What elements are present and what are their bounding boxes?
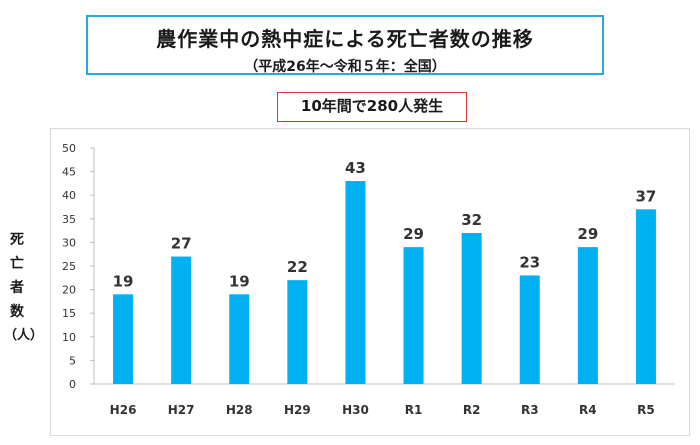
bar (403, 247, 424, 384)
bar (577, 247, 598, 384)
y-axis-label-char: 死 (10, 232, 24, 248)
y-axis-label-char: 亡 (10, 256, 24, 272)
x-tick-label: R5 (637, 403, 655, 417)
data-label: 43 (345, 159, 366, 177)
data-label: 29 (403, 225, 424, 243)
bar (519, 275, 540, 384)
bar (229, 294, 250, 384)
x-tick-label: R2 (463, 403, 481, 417)
y-tick-label: 30 (62, 236, 76, 249)
bar (171, 256, 192, 384)
y-axis-label-char: 者 (10, 280, 24, 296)
data-label: 19 (113, 272, 134, 290)
x-tick-label: H30 (342, 403, 369, 417)
data-label: 37 (636, 187, 657, 205)
bar (287, 280, 308, 384)
y-tick-label: 5 (69, 354, 76, 367)
x-tick-label: R4 (579, 403, 597, 417)
y-tick-label: 45 (62, 166, 76, 179)
y-tick-label: 10 (62, 331, 76, 344)
data-label: 29 (577, 225, 598, 243)
chart-subtitle: （平成26年～令和５年：全国） (244, 59, 446, 75)
data-label: 19 (229, 272, 250, 290)
chart-title-box: 農作業中の熱中症による死亡者数の推移 （平成26年～令和５年：全国） (86, 15, 604, 75)
y-tick-label: 35 (62, 213, 76, 226)
x-tick-label: R3 (521, 403, 539, 417)
y-tick-label: 15 (62, 307, 76, 320)
y-tick-label: 40 (62, 189, 76, 202)
chart-title: 農作業中の熱中症による死亡者数の推移 (156, 27, 534, 51)
y-tick-label: 25 (62, 260, 76, 273)
bar (113, 294, 134, 384)
y-tick-label: 0 (69, 378, 76, 391)
bar (635, 209, 656, 384)
x-tick-label: H27 (168, 403, 195, 417)
data-label: 27 (171, 235, 192, 253)
x-tick-label: H26 (110, 403, 137, 417)
data-label: 32 (461, 211, 482, 229)
data-label: 22 (287, 258, 308, 276)
bar (461, 232, 482, 384)
x-tick-label: R1 (405, 403, 423, 417)
summary-callout: 10年間で280人発生 (277, 92, 467, 122)
y-axis-label-char: 数 (10, 304, 24, 320)
y-tick-label: 50 (62, 142, 76, 155)
x-tick-label: H28 (226, 403, 253, 417)
y-tick-label: 20 (62, 284, 76, 297)
bar (345, 181, 366, 384)
x-tick-label: H29 (284, 403, 311, 417)
plot-frame (50, 128, 690, 436)
data-label: 23 (519, 253, 540, 271)
